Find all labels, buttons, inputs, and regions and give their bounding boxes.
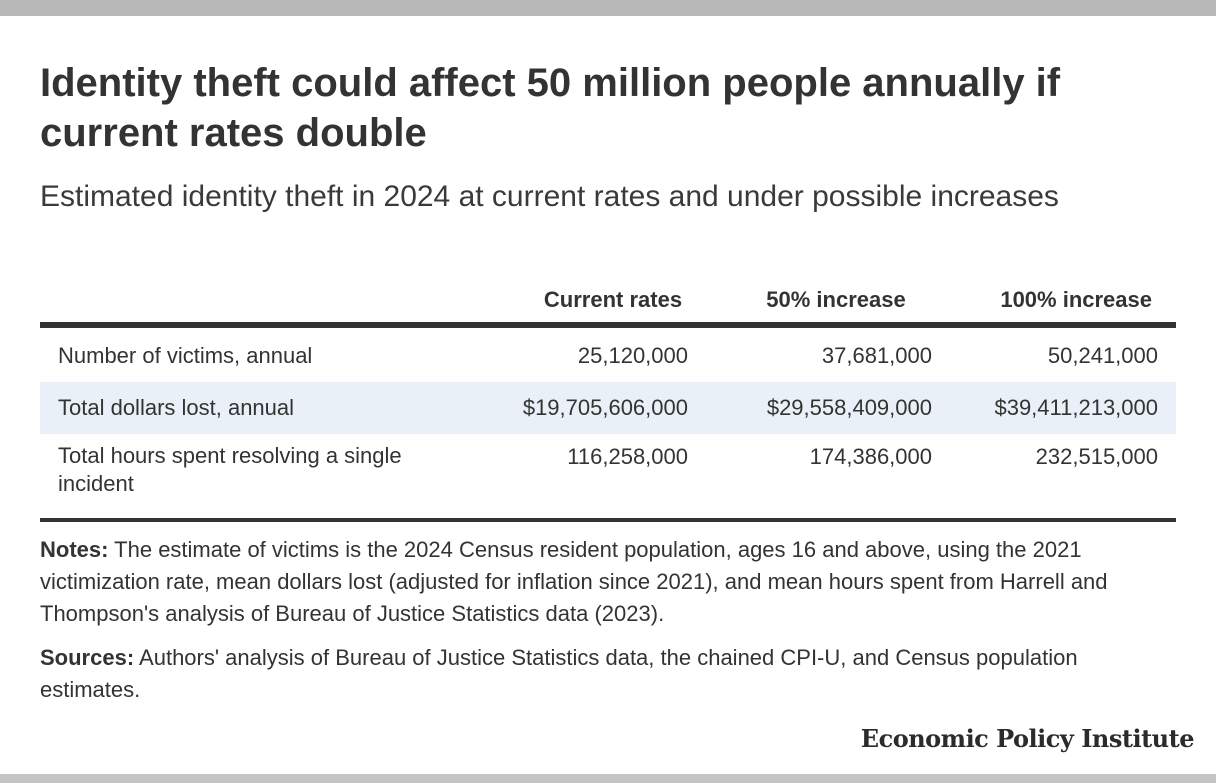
cell-current-rates: 116,258,000 <box>567 444 688 469</box>
bottom-border-bar <box>0 774 1216 783</box>
table-header-row: Current rates 50% increase 100% increase <box>40 282 1176 328</box>
sources-paragraph: Sources: Authors' analysis of Bureau of … <box>40 642 1180 706</box>
publisher-logo-text: Economic Policy Institute <box>860 724 1195 753</box>
cell-50-percent-increase: $29,558,409,000 <box>706 382 950 434</box>
data-table: Current rates 50% increase 100% increase… <box>40 282 1176 522</box>
notes-lead: Notes: <box>40 537 109 562</box>
cell-current-rates: $19,705,606,000 <box>480 382 706 434</box>
row-label: Total hours spent resolving a single inc… <box>58 443 402 496</box>
top-border-bar <box>0 0 1216 16</box>
chart-subtitle: Estimated identity theft in 2024 at curr… <box>40 180 1059 213</box>
column-header-100-percent-increase: 100% increase <box>950 282 1176 328</box>
row-label: Total dollars lost, annual <box>40 382 480 434</box>
cell-50-percent-increase: 174,386,000 <box>809 444 932 469</box>
chart-title: Identity theft could affect 50 million p… <box>40 61 1061 155</box>
cell-50-percent-increase: 37,681,000 <box>821 343 932 368</box>
table-row-victims: Number of victims, annual 25,120,000 37,… <box>40 325 1176 382</box>
data-table-container: Current rates 50% increase 100% increase… <box>40 282 1176 522</box>
cell-100-percent-increase: 50,241,000 <box>1047 343 1158 368</box>
column-header-label <box>40 282 480 328</box>
cell-100-percent-increase: 232,515,000 <box>1035 444 1158 469</box>
notes-paragraph: Notes: The estimate of victims is the 20… <box>40 534 1180 630</box>
sources-text: Authors' analysis of Bureau of Justice S… <box>40 645 1078 702</box>
column-header-50-percent-increase: 50% increase <box>706 282 950 328</box>
cell-current-rates: 25,120,000 <box>577 343 688 368</box>
column-header-current-rates: Current rates <box>480 282 706 328</box>
table-row-dollars-lost: Total dollars lost, annual $19,705,606,0… <box>40 382 1176 434</box>
table-row-hours-spent: Total hours spent resolving a single inc… <box>40 434 1176 520</box>
cell-100-percent-increase: $39,411,213,000 <box>950 382 1176 434</box>
row-label: Number of victims, annual <box>58 343 313 368</box>
sources-lead: Sources: <box>40 645 135 670</box>
notes-text: The estimate of victims is the 2024 Cens… <box>40 537 1108 626</box>
